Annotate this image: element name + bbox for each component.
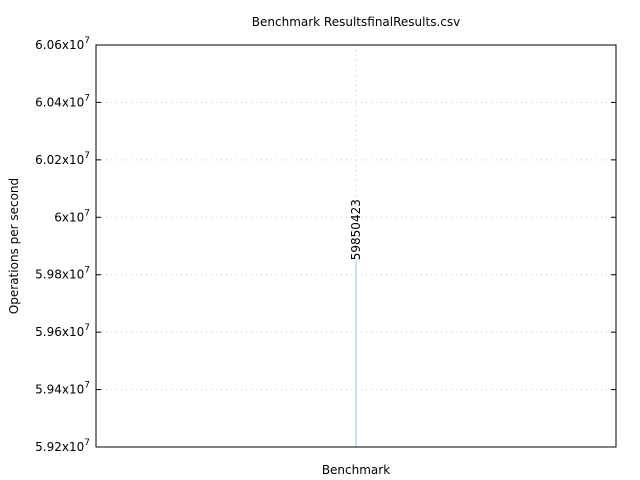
y-tick-label: 5.96x107 xyxy=(35,323,90,339)
y-tick-mantissa: 5.96x10 xyxy=(35,325,84,339)
y-axis-ticks: 5.92x1075.94x1075.96x1075.98x1076x1076.0… xyxy=(35,36,616,454)
y-tick-label: 6x107 xyxy=(54,208,90,224)
y-tick-mantissa: 5.92x10 xyxy=(35,440,84,454)
y-tick-label: 6.02x107 xyxy=(35,151,90,167)
bar-data-label: 59850423 xyxy=(349,199,363,260)
y-tick-exponent: 7 xyxy=(84,208,90,218)
y-tick-exponent: 7 xyxy=(84,93,90,103)
y-tick-label: 6.06x107 xyxy=(35,36,90,52)
y-tick-mantissa: 6x10 xyxy=(54,210,84,224)
y-tick-exponent: 7 xyxy=(84,36,90,46)
y-tick-mantissa: 6.06x10 xyxy=(35,38,84,52)
y-tick-label: 6.04x107 xyxy=(35,93,90,109)
y-tick-exponent: 7 xyxy=(84,438,90,448)
y-tick-mantissa: 5.94x10 xyxy=(35,383,84,397)
y-tick-label: 5.98x107 xyxy=(35,266,90,282)
x-axis-label: Benchmark xyxy=(322,463,390,477)
y-tick-mantissa: 6.02x10 xyxy=(35,153,84,167)
bars: 59850423 xyxy=(349,199,363,447)
y-tick-exponent: 7 xyxy=(84,151,90,161)
chart-title: Benchmark ResultsfinalResults.csv xyxy=(252,15,460,29)
y-tick-label: 5.92x107 xyxy=(35,438,90,454)
y-axis-label: Operations per second xyxy=(7,178,21,314)
y-tick-mantissa: 6.04x10 xyxy=(35,95,84,109)
y-tick-label: 5.94x107 xyxy=(35,381,90,397)
y-tick-exponent: 7 xyxy=(84,323,90,333)
plot-frame xyxy=(95,44,617,448)
y-tick-exponent: 7 xyxy=(84,381,90,391)
y-tick-mantissa: 5.98x10 xyxy=(35,268,84,282)
y-tick-exponent: 7 xyxy=(84,266,90,276)
